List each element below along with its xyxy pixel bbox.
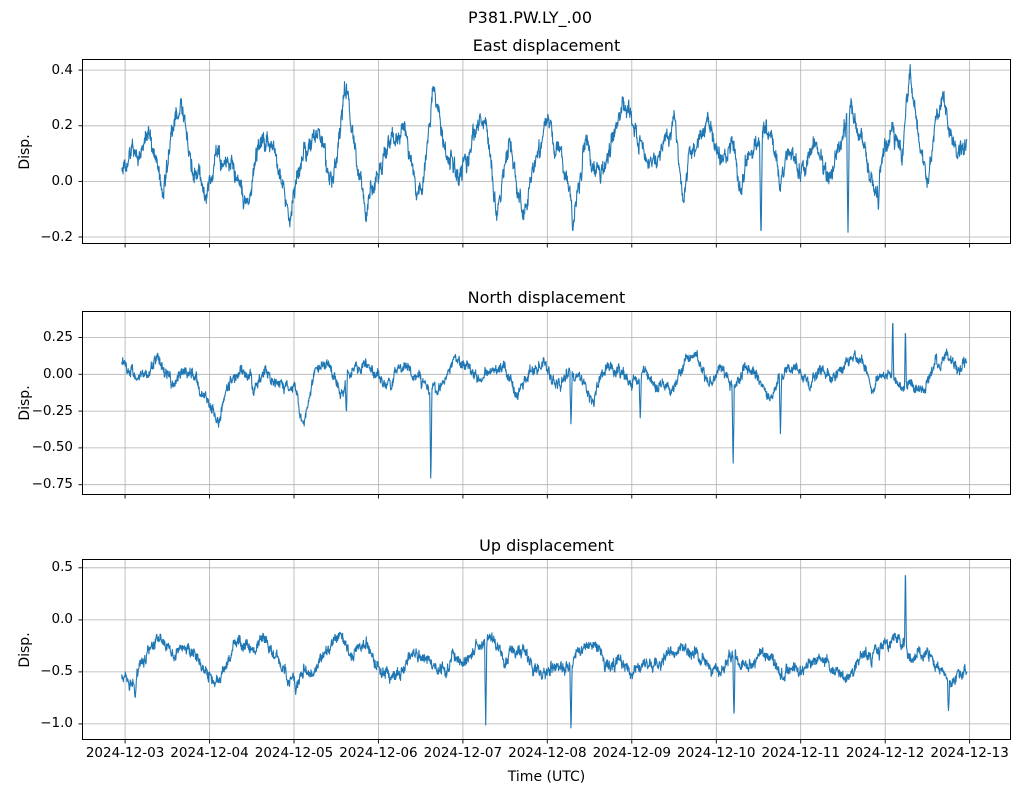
north-ytick-label: 0.25 — [42, 328, 73, 345]
north-ytick-label: −0.50 — [31, 439, 73, 456]
east-ytick-label: 0.0 — [51, 172, 73, 189]
xtick-label: 2024-12-09 — [592, 745, 672, 761]
xtick-label: 2024-12-12 — [845, 745, 925, 761]
xtick-label: 2024-12-03 — [85, 745, 165, 761]
up-ytick-label: 0.0 — [51, 611, 73, 628]
east-ytick-label: 0.2 — [51, 117, 73, 134]
up-ytick-label: −0.5 — [40, 663, 73, 680]
north-series-line — [121, 322, 968, 479]
east-series-line — [121, 64, 968, 233]
east-y-axis-label: Disp. — [17, 133, 33, 170]
grid-lines — [82, 59, 1011, 244]
subplot-title-east: East displacement — [472, 36, 621, 55]
subplot-title-up: Up displacement — [479, 536, 614, 555]
x-axis-label: Time (UTC) — [507, 769, 586, 785]
axis-ticks — [78, 567, 971, 744]
north-ytick-label: −0.25 — [31, 402, 73, 419]
axes-frame — [82, 559, 1011, 740]
xtick-label: 2024-12-06 — [339, 745, 418, 761]
grid-lines — [82, 559, 1011, 740]
subplot-title-north: North displacement — [467, 288, 626, 307]
grid-lines — [82, 311, 1011, 495]
north-ytick-label: −0.75 — [31, 476, 73, 493]
xtick-label: 2024-12-05 — [254, 745, 334, 761]
xtick-label: 2024-12-13 — [930, 745, 1009, 761]
axes-east — [78, 59, 1011, 248]
xtick-label: 2024-12-10 — [677, 745, 756, 761]
up-series-line — [121, 574, 968, 729]
east-ytick-label: −0.2 — [40, 228, 73, 245]
xtick-label: 2024-12-04 — [170, 745, 249, 761]
up-y-axis-label: Disp. — [17, 631, 33, 668]
up-ytick-label: −1.0 — [40, 715, 73, 732]
xtick-label: 2024-12-11 — [761, 745, 840, 761]
xtick-label: 2024-12-08 — [508, 745, 587, 761]
axes-frame — [82, 59, 1011, 244]
north-ytick-label: 0.00 — [42, 365, 73, 382]
axis-ticks — [78, 69, 971, 248]
xtick-label: 2024-12-07 — [423, 745, 503, 761]
east-ytick-label: 0.4 — [51, 61, 73, 78]
axes-north — [78, 311, 1011, 499]
figure-title: P381.PW.LY_.00 — [468, 8, 592, 27]
up-ytick-label: 0.5 — [51, 559, 73, 576]
axis-ticks — [78, 337, 971, 499]
axes-frame — [82, 311, 1011, 495]
axes-up — [78, 559, 1011, 744]
